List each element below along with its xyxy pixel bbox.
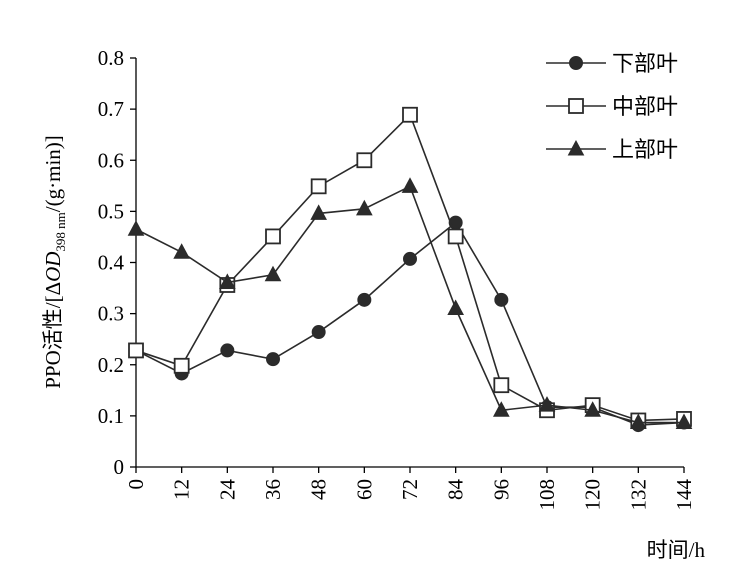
series-1 (129, 215, 691, 433)
legend-label: 上部叶 (612, 137, 678, 162)
series-line-3 (135, 185, 684, 424)
series-2-point (265, 228, 281, 245)
series-2 (128, 106, 692, 429)
series-2-point (402, 106, 418, 123)
y-tick-label: 0.2 (98, 353, 124, 377)
series-3-point (401, 177, 419, 193)
legend-marker (569, 56, 583, 70)
y-tick-label: 0.4 (98, 251, 125, 275)
x-tick-label: 96 (489, 479, 513, 500)
series-3-point (355, 199, 373, 216)
series-3-point (264, 265, 282, 282)
series-layer (127, 106, 693, 433)
x-axis-ticks: 0 12 24 36 48 60 72 84 96 108 120 132 144 (124, 467, 696, 511)
series-3-point (127, 220, 145, 236)
y-tick-label: 0.3 (98, 302, 124, 326)
x-tick-label: 144 (672, 479, 696, 511)
legend-marker (567, 139, 585, 156)
series-2-point (447, 228, 464, 245)
legend-marker (568, 98, 584, 114)
legend-label: 下部叶 (612, 51, 678, 76)
series-3 (127, 177, 693, 430)
x-tick-label: 120 (581, 479, 605, 511)
x-tick-label: 72 (398, 479, 422, 500)
x-tick-label: 132 (626, 479, 650, 511)
series-3-point (538, 396, 556, 412)
series-3-point (675, 413, 693, 430)
series-3-point (492, 401, 510, 417)
legend-item-3: 上部叶 (546, 137, 678, 162)
series-2-point (173, 357, 190, 374)
series-3-point (310, 204, 328, 220)
x-tick-label: 48 (307, 479, 331, 500)
y-tick-label: 0.7 (98, 97, 124, 121)
legend-item-2: 中部叶 (546, 94, 678, 119)
x-tick-label: 84 (444, 479, 468, 501)
y-axis-title: PPO活性/[ΔOD398 nm/(g·min)] (41, 135, 68, 389)
x-tick-label: 36 (261, 479, 285, 500)
y-axis-ticks: 0 0.1 0.2 0.3 0.4 0.5 0.6 0.7 0.8 (98, 46, 136, 479)
x-tick-label: 0 (124, 479, 148, 490)
series-3-point (584, 401, 602, 417)
x-tick-label: 12 (170, 479, 194, 500)
series-3-point (447, 299, 465, 316)
series-1-point (357, 292, 372, 307)
series-1-point (220, 343, 235, 358)
legend-item-1: 下部叶 (546, 51, 678, 76)
series-2-point (310, 178, 327, 195)
y-tick-label: 0.1 (98, 404, 124, 428)
x-tick-label: 108 (535, 479, 559, 511)
legend-label: 中部叶 (612, 94, 678, 119)
series-line-2 (135, 113, 685, 422)
y-tick-label: 0 (114, 455, 125, 479)
series-3-point (173, 243, 191, 259)
series-3-point (218, 273, 236, 289)
series-3-point (629, 413, 647, 430)
y-tick-label: 0.8 (98, 46, 124, 70)
series-2-point (493, 377, 510, 394)
x-tick-label: 60 (352, 479, 376, 500)
y-tick-label: 0.5 (98, 199, 124, 223)
series-1-point (403, 251, 417, 266)
series-2-point (356, 152, 373, 169)
series-2-point (128, 342, 144, 359)
series-1-point (311, 325, 326, 340)
series-1-point (266, 352, 280, 367)
series-1-point (494, 292, 509, 307)
x-tick-label: 24 (215, 479, 239, 501)
x-axis-title: 时间/h (647, 538, 706, 562)
y-tick-label: 0.6 (98, 148, 124, 172)
